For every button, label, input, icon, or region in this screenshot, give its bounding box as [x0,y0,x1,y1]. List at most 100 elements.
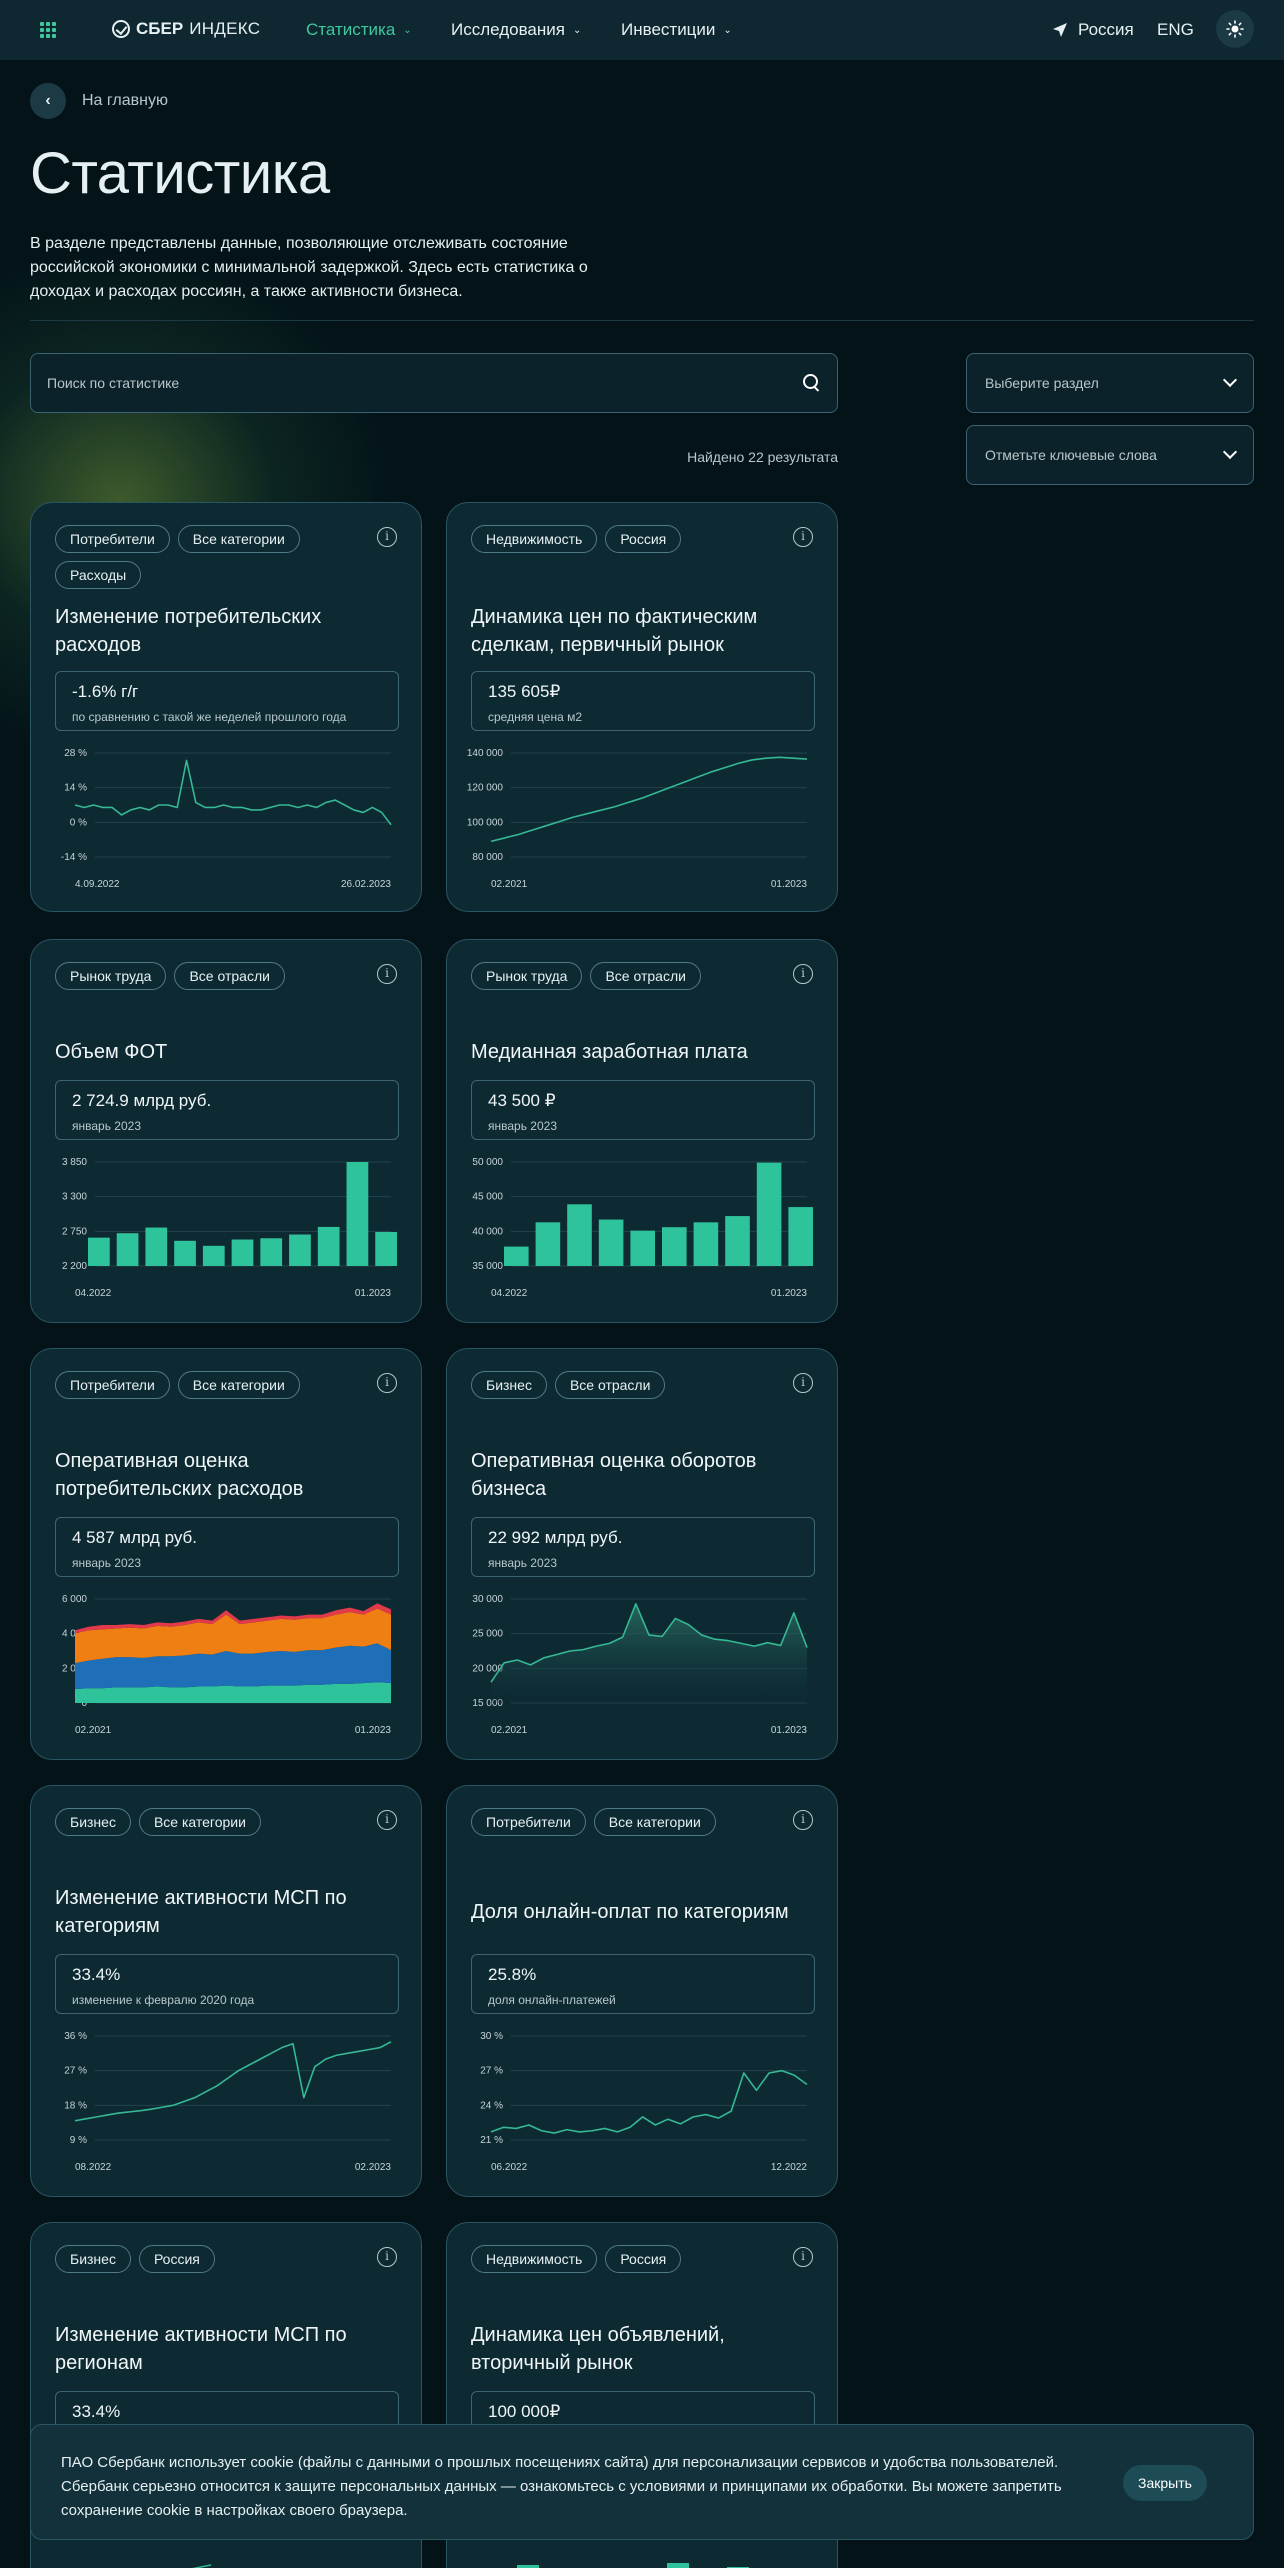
search-input[interactable] [47,375,803,391]
tag-chip[interactable]: Все категории [177,525,300,553]
stat-card[interactable]: Потребители Все категории i Оперативная оце… [30,1348,422,1760]
stack-layer-orange [75,1608,391,1664]
sber-logo-icon [112,20,130,38]
back-button[interactable]: ‹ [30,83,66,119]
stack-layer-red [75,1603,391,1634]
card-chart: 3 850 3 300 2 750 2 200 04.2022 01.2023 [62,1157,397,1299]
y-tick-label: 20 000 [472,1663,503,1674]
nav-investments[interactable]: Инвестиции ⌄ [621,20,732,40]
card-value-caption: изменение к февралю 2020 года [72,1993,255,2007]
tag-chip[interactable]: Потребители [471,1808,586,1836]
info-icon[interactable]: i [793,2247,813,2267]
y-tick-label: 2 200 [62,1261,87,1272]
x-tick-label: 01.2023 [771,879,808,890]
tag-chip[interactable]: Потребители [55,1371,170,1399]
stat-card[interactable]: Потребители Все категории Расходы i Изменени… [30,502,422,912]
tag-chip[interactable]: Все категории [593,1808,716,1836]
section-select-placeholder: Выберите раздел [985,375,1099,391]
info-icon[interactable]: i [377,1810,397,1830]
card-tags: Бизнес Все категории [55,1808,355,1836]
region-selector[interactable]: Россия [1052,20,1134,40]
tag-chip[interactable]: Рынок труда [471,962,583,990]
tag-chip[interactable]: Россия [605,525,682,553]
tag-chip[interactable]: Россия [605,2245,682,2273]
bar [667,2563,689,2568]
keywords-select[interactable]: Отметьте ключевые слова [966,425,1254,485]
info-icon[interactable]: i [377,964,397,984]
card-value-caption: доля онлайн-платежей [488,1993,616,2007]
stat-card[interactable]: Недвижимость Россия i Динамика цен по факти… [446,502,838,912]
language-switch[interactable]: ENG [1157,20,1194,39]
chevron-down-icon: ⌄ [572,24,582,36]
info-icon[interactable]: i [793,1810,813,1830]
card-title: Динамика цен объявлений, вторичный рынок [471,2324,725,2374]
tag-chip[interactable]: Все отрасли [174,962,285,990]
card-chart: 140 000 120 000 100 000 80 000 02.2021 01.202… [467,748,808,890]
apps-grid-icon[interactable] [40,22,56,38]
section-select[interactable]: Выберите раздел [966,353,1254,413]
tag-chip[interactable]: Бизнес [55,2245,131,2273]
top-navigation-bar: СБЕР ИНДЕКС Статистика ⌄ Исследования ⌄ Ин… [0,0,1284,60]
info-icon[interactable]: i [793,527,813,547]
tag-chip[interactable]: Все категории [138,1808,261,1836]
tag-chip[interactable]: Недвижимость [471,525,598,553]
card-tags: Недвижимость Россия [471,525,771,553]
card-value: 33.4% [72,2402,121,2421]
card-value-caption: январь 2023 [72,1119,141,1133]
card-tags: Недвижимость Россия [471,2245,771,2273]
search-icon[interactable] [803,374,821,392]
info-icon[interactable]: i [377,2247,397,2267]
card-title: Оперативная оценка потребительских расхо… [55,1450,304,1500]
stat-card[interactable]: Потребители Все категории i Доля онлайн-опл… [446,1785,838,2197]
x-tick-label: 01.2023 [355,1288,392,1299]
tag-chip[interactable]: Все категории [177,1371,300,1399]
info-icon[interactable]: i [377,1373,397,1393]
card-chart: 30 % 27 % 24 % 21 % 06.2022 12.2022 [480,2031,808,2173]
stat-card[interactable]: Рынок труда Все отрасли i Объем ФОТ 2 724.9 … [30,939,422,1323]
info-icon[interactable]: i [793,964,813,984]
y-tick-label: 24 % [480,2100,503,2111]
card-tags: Потребители Все категории [471,1808,771,1836]
bar [517,2565,539,2568]
stat-card[interactable]: Рынок труда Все отрасли i Медианная заработ… [446,939,838,1323]
tag-chip[interactable]: Недвижимость [471,2245,598,2273]
bar [725,1216,750,1266]
card-value-box: 135 605₽ средняя цена м2 [471,671,815,731]
nav-statistics[interactable]: Статистика ⌄ [306,20,412,40]
y-tick-label: 30 % [480,2031,503,2042]
tag-chip[interactable]: Все отрасли [590,962,701,990]
info-icon[interactable]: i [377,527,397,547]
series-line [74,2041,392,2122]
y-tick-label: 28 % [64,748,87,759]
nav-research[interactable]: Исследования ⌄ [451,20,581,40]
x-tick-label: 26.02.2023 [341,879,391,890]
cookie-close-button[interactable]: Закрыть [1123,2465,1207,2501]
info-icon[interactable]: i [793,1373,813,1393]
bar [317,1226,340,1266]
card-title: Изменение потребительских расходов [55,606,322,656]
cookie-text: ПАО Сбербанк использует cookie (файлы с … [61,2454,1062,2519]
card-value-box: 4 587 млрд руб. январь 2023 [55,1517,399,1577]
bar [756,1162,782,1266]
y-tick-label: 100 000 [467,817,504,828]
stat-card[interactable]: Бизнес Все отрасли i Оперативная оценка обо… [446,1348,838,1760]
tag-chip[interactable]: Рынок труда [55,962,167,990]
card-title: Медианная заработная плата [471,1041,748,1063]
divider [30,320,1254,321]
series-line [74,759,392,826]
y-tick-label: 27 % [64,2066,87,2077]
tag-chip[interactable]: Все отрасли [554,1371,666,1399]
tag-chip[interactable]: Расходы [55,561,142,589]
tag-chip[interactable]: Бизнес [55,1808,131,1836]
logo-light-text: ИНДЕКС [189,19,261,38]
back-link-label[interactable]: На главную [82,92,168,109]
tag-chip[interactable]: Бизнес [471,1371,547,1399]
theme-toggle-button[interactable] [1216,10,1254,48]
card-value-box: -1.6% г/г по сравнению с такой же неделей… [55,671,399,731]
stat-card[interactable]: Бизнес Все категории i Изменение активности… [30,1785,422,2197]
tag-chip[interactable]: Россия [138,2245,215,2273]
stack-layer-blue [75,1643,391,1690]
tag-chip[interactable]: Потребители [55,525,170,553]
logo[interactable]: СБЕР ИНДЕКС [112,19,260,39]
y-tick-label: 45 000 [472,1192,503,1203]
